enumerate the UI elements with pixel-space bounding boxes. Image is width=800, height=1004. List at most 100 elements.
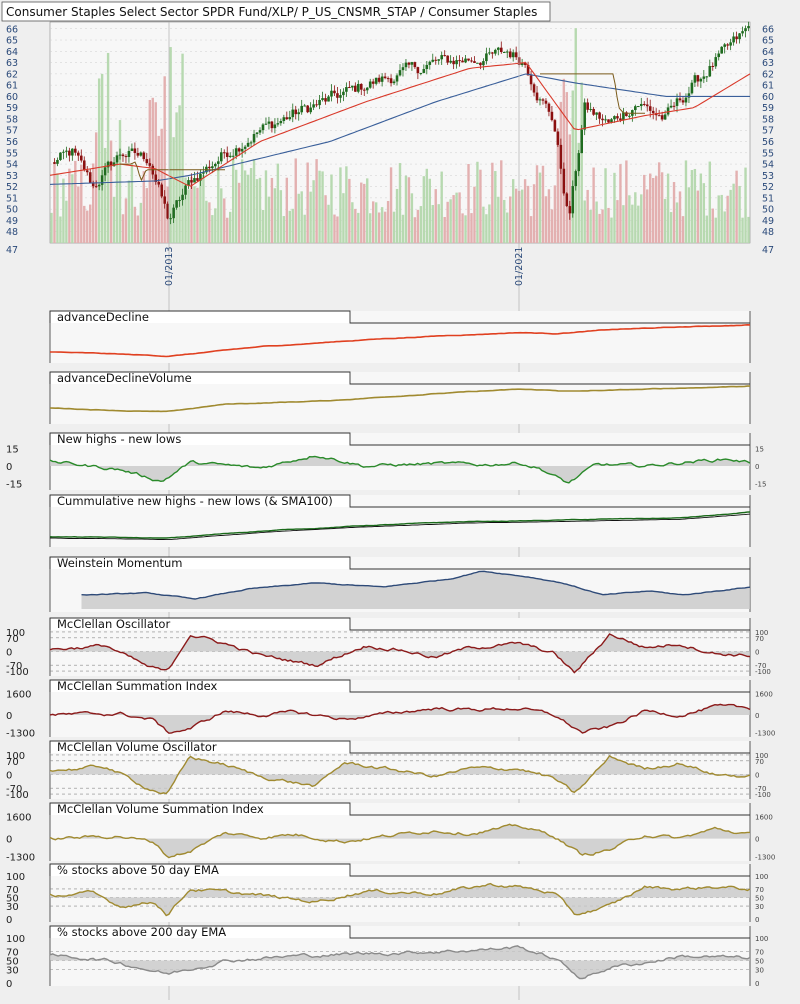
- volume-bar: [118, 120, 122, 243]
- volume-bar: [681, 216, 685, 243]
- volume-bar: [121, 214, 125, 243]
- pctAbove200EMA-line: [49, 945, 751, 980]
- candle-body: [622, 112, 625, 121]
- pctAbove50EMA-tick-label-left: 0: [6, 915, 12, 926]
- candle-body: [467, 58, 470, 61]
- volume-bar: [523, 179, 527, 243]
- pctAbove200EMA-title: % stocks above 200 day EMA: [57, 925, 226, 939]
- pctAbove50EMA-title: % stocks above 50 day EMA: [57, 863, 219, 877]
- candle-body: [124, 156, 128, 158]
- candle-body: [294, 109, 298, 115]
- volume-bar: [380, 207, 384, 243]
- candle-body: [270, 121, 274, 129]
- volume-bar: [646, 189, 649, 243]
- candle-body: [76, 152, 80, 156]
- volume-bar: [181, 53, 184, 244]
- candle-body: [309, 107, 312, 113]
- volume-bar: [252, 159, 256, 243]
- candle-body: [607, 119, 610, 123]
- volume-bar: [273, 188, 277, 243]
- candle-body: [273, 124, 277, 129]
- volume-bar: [246, 174, 250, 243]
- volume-bar: [717, 195, 720, 243]
- mcclellanVolumeSummationIndex-tick-label-right: 1600: [755, 813, 773, 821]
- candle-body: [118, 154, 122, 156]
- candle-body: [193, 178, 196, 183]
- volume-bar: [726, 195, 729, 243]
- candle-body: [392, 81, 396, 84]
- candle-body: [413, 62, 417, 68]
- candle-body: [359, 83, 363, 90]
- pctAbove200EMA-shade: [50, 945, 750, 979]
- volume-bar: [327, 204, 330, 243]
- price-tick-label-left: 64: [6, 47, 18, 58]
- candle-body: [595, 112, 598, 115]
- pctAbove50EMA-tick-label-right: 100: [755, 873, 768, 881]
- price-tick-label-right: 48: [762, 227, 774, 238]
- volume-bar: [109, 140, 113, 243]
- volume-bar: [398, 163, 402, 243]
- candle-body: [362, 89, 366, 91]
- price-tick-label-left: 50: [6, 205, 18, 216]
- candle-body: [532, 84, 536, 93]
- volume-bar: [455, 192, 458, 243]
- candle-body: [470, 60, 473, 62]
- candle-body: [383, 76, 387, 79]
- volume-bar: [348, 178, 351, 243]
- candle-body: [115, 155, 119, 163]
- candle-body: [407, 62, 411, 65]
- price-tick-label-right: 57: [762, 126, 774, 137]
- candle-body: [681, 100, 685, 103]
- candle-body: [678, 98, 682, 101]
- price-tick-label-left: 66: [6, 24, 18, 35]
- volume-bar: [59, 216, 62, 243]
- volume-bar: [744, 167, 747, 243]
- price-tick-label-left: 55: [6, 148, 18, 159]
- volume-bar: [503, 199, 506, 243]
- mcclellanVolumeOscillator-tick-label-right: -70: [755, 785, 766, 793]
- price-tick-label-left: 63: [6, 58, 18, 69]
- candle-body: [181, 194, 184, 201]
- mcclellanSummationIndex-tick-label-right: -1300: [755, 730, 775, 738]
- candle-body: [482, 61, 485, 66]
- newHighsNewLows-tick-label-left: -15: [6, 480, 22, 491]
- candle-body: [732, 36, 735, 43]
- price-tick-label-left: 61: [6, 81, 18, 92]
- volume-bar: [541, 165, 545, 243]
- pctAbove200EMA-tick-label-right: 0: [755, 980, 759, 988]
- volume-bar: [643, 174, 646, 243]
- volume-bar: [625, 160, 628, 243]
- volume-bar: [553, 185, 557, 243]
- volume-bar: [383, 211, 387, 243]
- volume-bar: [601, 209, 604, 243]
- candle-body: [231, 155, 235, 157]
- newHighsNewLows-tick-label-right: -15: [755, 481, 766, 489]
- volume-bar: [178, 105, 181, 243]
- volume-bar: [640, 194, 643, 243]
- pctAbove200EMA-tick-label-right: 50: [755, 958, 764, 966]
- volume-bar: [595, 201, 598, 243]
- volume-bar: [628, 195, 631, 243]
- candle-body: [225, 152, 229, 157]
- sma-brown-line: [540, 73, 645, 114]
- volume-bar: [556, 133, 560, 243]
- candle-body: [267, 121, 271, 124]
- candle-body: [368, 81, 372, 88]
- mcclellanVolumeOscillator-tick-label-left: 70: [6, 757, 19, 768]
- price-tick-label-right: 54: [762, 160, 774, 171]
- volume-bar: [470, 213, 473, 243]
- volume-bar: [276, 163, 280, 243]
- pctAbove50EMA-tick-label-left: 100: [6, 872, 25, 883]
- candle-body: [109, 161, 113, 167]
- volume-bar: [240, 159, 244, 243]
- candle-body: [410, 62, 414, 65]
- candle-body: [339, 95, 342, 98]
- candle-body: [473, 61, 476, 63]
- mcclellanSummationIndex-tick-label-left: 0: [6, 711, 12, 722]
- volume-bar: [214, 208, 217, 243]
- candle-body: [586, 102, 589, 110]
- candle-body: [580, 129, 584, 154]
- volume-bar: [261, 209, 265, 243]
- candle-body: [88, 172, 92, 183]
- volume-bar: [133, 206, 137, 243]
